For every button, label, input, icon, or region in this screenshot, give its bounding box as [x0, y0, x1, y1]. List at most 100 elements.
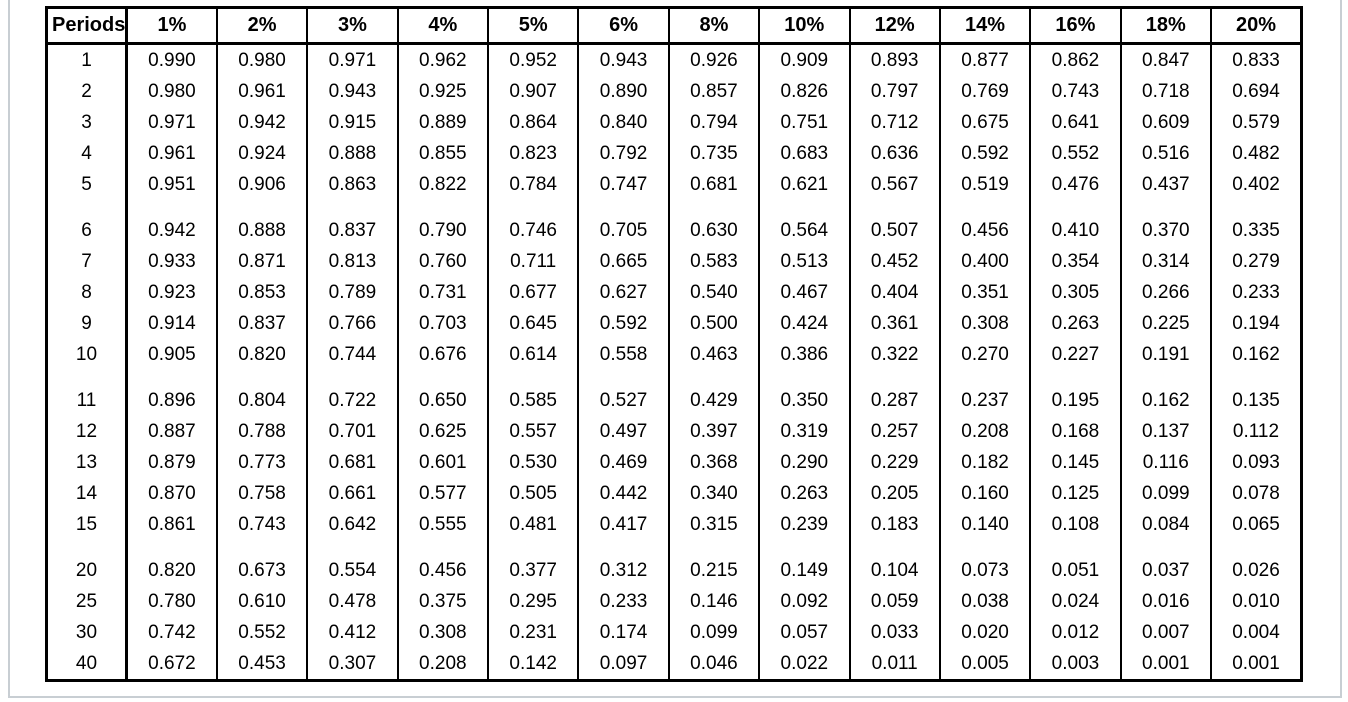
pv-factor-cell: 0.478: [306, 586, 399, 617]
pv-factor-cell: 0.335: [1210, 215, 1303, 246]
pv-factor-cell: 0.191: [1119, 339, 1213, 370]
pv-factor-cell: 0.797: [848, 76, 941, 107]
rate-column-header: 12%: [848, 7, 941, 45]
pv-factor-cell: 0.888: [215, 215, 309, 246]
spacer-cell: [758, 200, 851, 215]
pv-factor-cell: 0.853: [215, 277, 309, 308]
pv-factor-cell: 0.564: [758, 215, 851, 246]
pv-factor-cell: 0.073: [938, 555, 1032, 586]
spacer-cell: [938, 370, 1032, 385]
pv-factor-cell: 0.005: [938, 648, 1032, 681]
pv-factor-cell: 0.552: [1029, 138, 1122, 169]
table-row: 8 0.923 0.853 0.789 0.731 0.677 0.627 0.540 0.46…: [45, 277, 1303, 308]
pv-factor-cell: 0.887: [125, 416, 218, 447]
pv-factor-cell: 0.554: [306, 555, 399, 586]
spacer-cell: [45, 370, 128, 385]
rate-column-header: 1%: [125, 7, 218, 45]
pv-factor-cell: 0.705: [577, 215, 670, 246]
spacer-cell: [1029, 200, 1122, 215]
pv-factor-cell: 0.308: [938, 308, 1032, 339]
table-row: 3 0.971 0.942 0.915 0.889 0.864 0.840 0.794 0.75…: [45, 107, 1303, 138]
rate-column-header: 16%: [1029, 7, 1122, 45]
pv-factor-cell: 0.861: [125, 509, 218, 540]
table-row: 9 0.914 0.837 0.766 0.703 0.645 0.592 0.500 0.42…: [45, 308, 1303, 339]
group-spacer-row: [45, 200, 1303, 215]
group-spacer-row: [45, 540, 1303, 555]
pv-factor-cell: 0.592: [577, 308, 670, 339]
pv-factor-cell: 0.823: [486, 138, 580, 169]
pv-factor-cell: 0.942: [215, 107, 309, 138]
pv-factor-cell: 0.579: [1210, 107, 1303, 138]
pv-factor-cell: 0.675: [938, 107, 1032, 138]
spacer-cell: [486, 540, 580, 555]
pv-factor-cell: 0.952: [486, 43, 580, 76]
period-cell: 4: [45, 138, 128, 169]
pv-factor-cell: 0.397: [667, 416, 761, 447]
spacer-cell: [306, 540, 399, 555]
pv-factor-cell: 0.140: [938, 509, 1032, 540]
pv-factor-cell: 0.661: [306, 478, 399, 509]
pv-factor-cell: 0.722: [306, 385, 399, 416]
pv-factor-cell: 0.227: [1029, 339, 1122, 370]
pv-factor-cell: 0.645: [486, 308, 580, 339]
pv-factor-cell: 0.650: [396, 385, 490, 416]
pv-factor-cell: 0.826: [758, 76, 851, 107]
pv-factor-cell: 0.862: [1029, 43, 1122, 76]
pv-factor-cell: 0.290: [758, 447, 851, 478]
pv-factor-cell: 0.351: [938, 277, 1032, 308]
table-row: 11 0.896 0.804 0.722 0.650 0.585 0.527 0.429 0.3…: [45, 385, 1303, 416]
table-body: 1 0.990 0.980 0.971 0.962 0.952 0.943 0.926 0.90…: [45, 43, 1303, 681]
period-cell: 20: [45, 555, 128, 586]
pv-factor-cell: 0.038: [938, 586, 1032, 617]
pv-factor-cell: 0.108: [1029, 509, 1122, 540]
pv-factor-cell: 0.871: [215, 246, 309, 277]
period-cell: 9: [45, 308, 128, 339]
pv-factor-cell: 0.672: [125, 648, 218, 681]
period-cell: 10: [45, 339, 128, 370]
pv-factor-cell: 0.943: [577, 43, 670, 76]
pv-factor-cell: 0.822: [396, 169, 490, 200]
pv-factor-cell: 0.766: [306, 308, 399, 339]
spacer-cell: [667, 200, 761, 215]
spacer-cell: [45, 540, 128, 555]
period-cell: 40: [45, 648, 128, 681]
pv-factor-cell: 0.906: [215, 169, 309, 200]
pv-factor-cell: 0.429: [667, 385, 761, 416]
pv-factor-cell: 0.001: [1210, 648, 1303, 681]
pv-factor-cell: 0.609: [1119, 107, 1213, 138]
pv-factor-cell: 0.024: [1029, 586, 1122, 617]
pv-factor-cell: 0.610: [215, 586, 309, 617]
pv-factor-cell: 0.907: [486, 76, 580, 107]
pv-factor-cell: 0.924: [215, 138, 309, 169]
pv-factor-cell: 0.312: [577, 555, 670, 586]
present-value-factor-table: Periods 1% 2% 3% 4% 5% 6% 8% 10% 12% 14% 16% 18% 20% …: [45, 6, 1303, 682]
rate-column-header: 20%: [1210, 7, 1303, 45]
pv-factor-cell: 0.308: [396, 617, 490, 648]
table-row: 12 0.887 0.788 0.701 0.625 0.557 0.497 0.397 0.3…: [45, 416, 1303, 447]
pv-factor-cell: 0.097: [577, 648, 670, 681]
pv-factor-cell: 0.078: [1210, 478, 1303, 509]
pv-factor-cell: 0.636: [848, 138, 941, 169]
pv-factor-cell: 0.137: [1119, 416, 1213, 447]
spacer-cell: [396, 540, 490, 555]
table-row: 10 0.905 0.820 0.744 0.676 0.614 0.558 0.463 0.3…: [45, 339, 1303, 370]
pv-factor-cell: 0.270: [938, 339, 1032, 370]
period-cell: 13: [45, 447, 128, 478]
pv-factor-cell: 0.020: [938, 617, 1032, 648]
pv-factor-cell: 0.665: [577, 246, 670, 277]
pv-factor-cell: 0.788: [215, 416, 309, 447]
spacer-cell: [125, 370, 218, 385]
pv-factor-cell: 0.003: [1029, 648, 1122, 681]
pv-factor-cell: 0.084: [1119, 509, 1213, 540]
pv-factor-cell: 0.746: [486, 215, 580, 246]
pv-factor-cell: 0.305: [1029, 277, 1122, 308]
pv-factor-cell: 0.417: [577, 509, 670, 540]
pv-factor-cell: 0.370: [1119, 215, 1213, 246]
pv-factor-cell: 0.037: [1119, 555, 1213, 586]
pv-factor-cell: 0.751: [758, 107, 851, 138]
pv-factor-cell: 0.683: [758, 138, 851, 169]
spacer-cell: [215, 370, 309, 385]
pv-factor-cell: 0.694: [1210, 76, 1303, 107]
period-cell: 5: [45, 169, 128, 200]
pv-factor-cell: 0.743: [1029, 76, 1122, 107]
